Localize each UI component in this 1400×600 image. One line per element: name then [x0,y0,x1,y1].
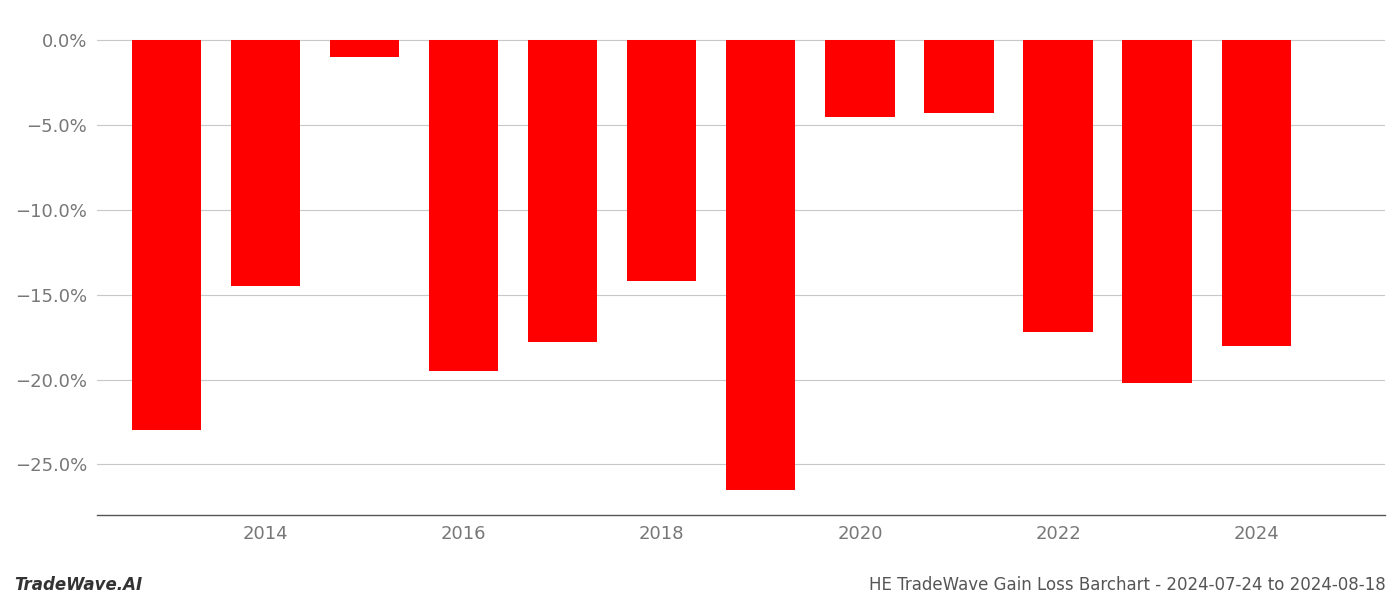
Bar [924,40,994,113]
Bar [528,40,598,343]
Text: HE TradeWave Gain Loss Barchart - 2024-07-24 to 2024-08-18: HE TradeWave Gain Loss Barchart - 2024-0… [869,576,1386,594]
Bar [1123,40,1191,383]
Bar [231,40,300,286]
Bar [825,40,895,117]
Bar [428,40,498,371]
Bar [1222,40,1291,346]
Bar [727,40,795,490]
Bar [330,40,399,58]
Bar [1023,40,1093,332]
Bar [132,40,202,430]
Text: TradeWave.AI: TradeWave.AI [14,576,143,594]
Bar [627,40,696,281]
